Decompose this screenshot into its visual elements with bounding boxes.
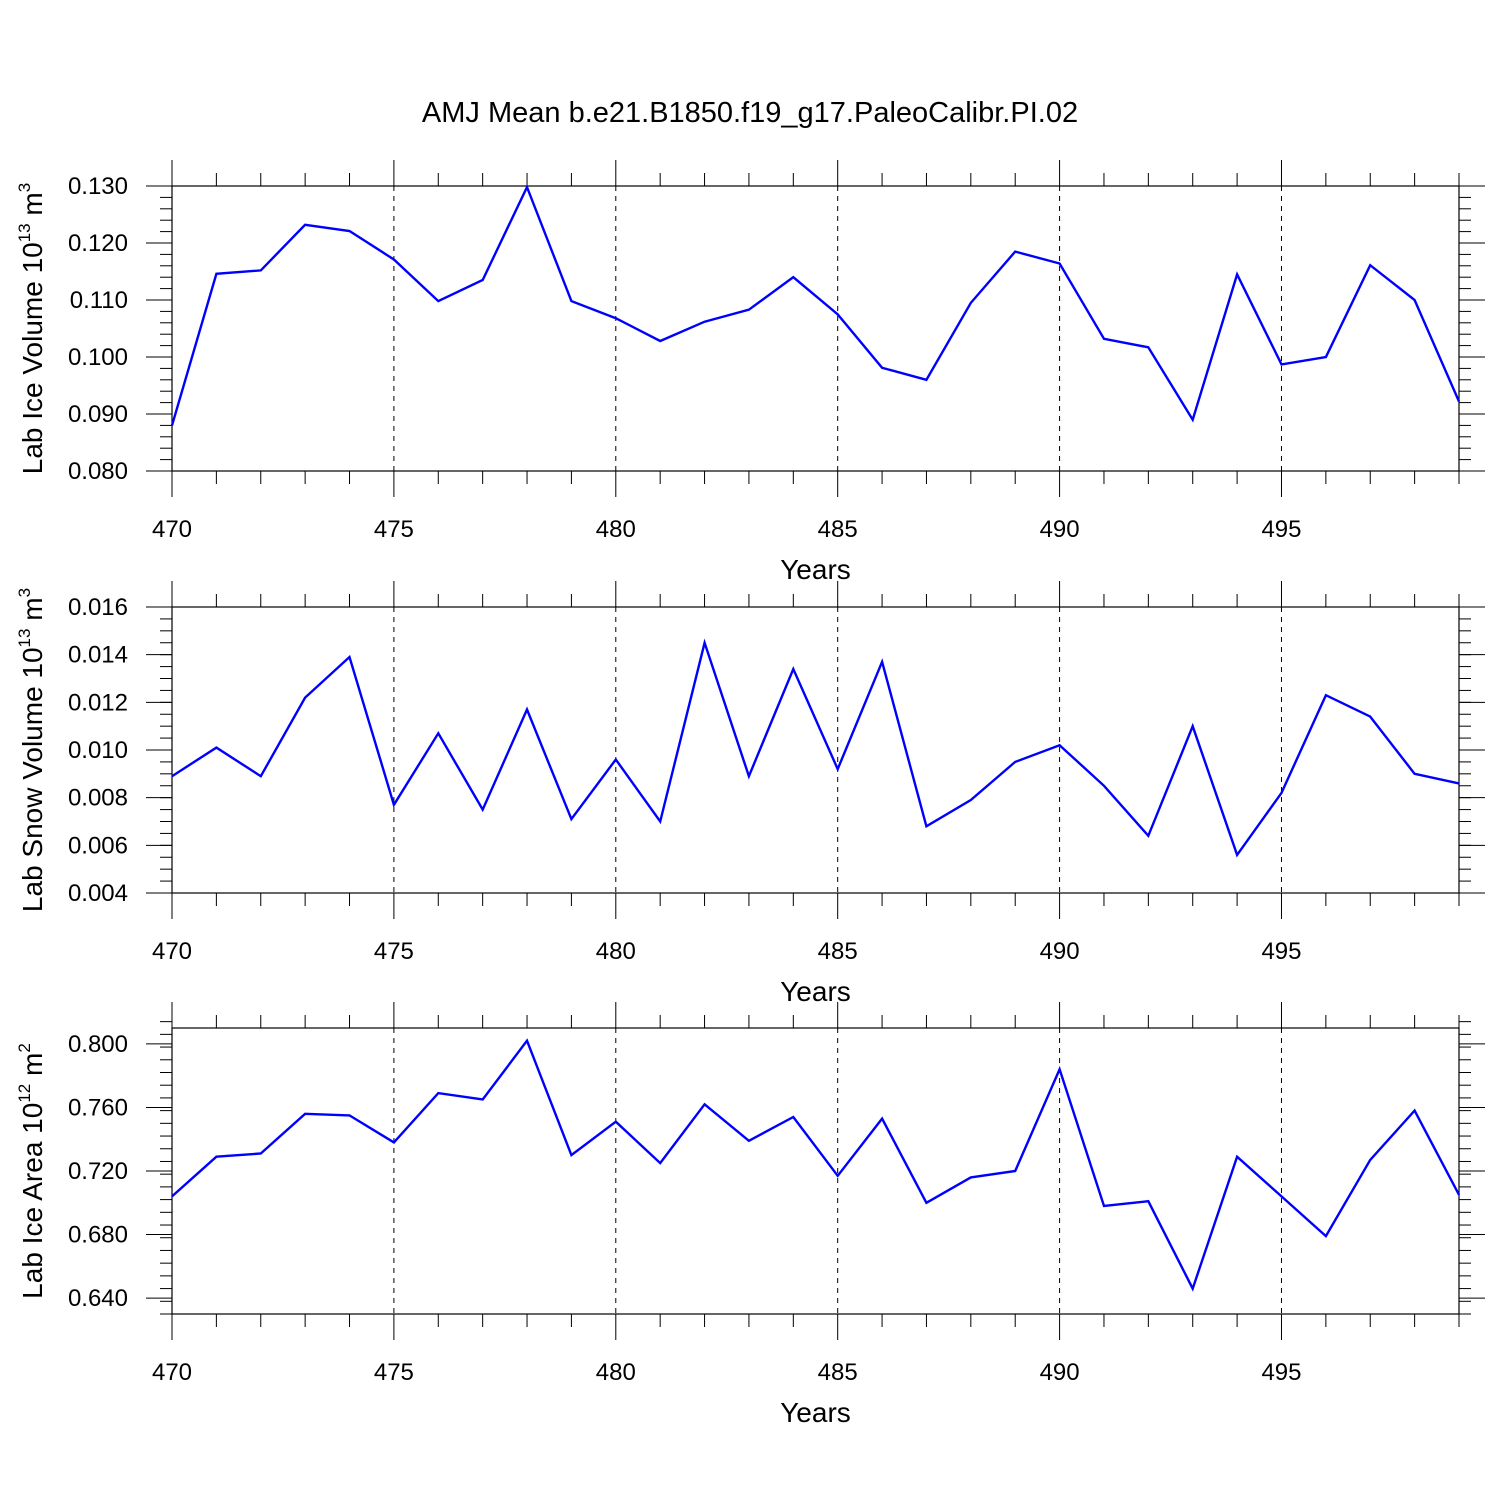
chart-2-frame [171, 1027, 1460, 1315]
chart-0-frame [171, 185, 1460, 472]
chart-1-ytick-label: 0.016 [68, 594, 128, 621]
chart-1-frame [171, 606, 1460, 894]
chart-1-ytick-label: 0.006 [68, 832, 128, 859]
chart-1-ytick-label: 0.010 [68, 737, 128, 764]
chart-1-ytick-label: 0.012 [68, 689, 128, 716]
chart-0-xtick-label: 480 [596, 516, 636, 543]
chart-0-ylabel: Lab Ice Volume 1013 m3 [15, 183, 48, 474]
chart-1-xtick-label: 475 [374, 938, 414, 965]
chart-0-xtick-label: 495 [1261, 516, 1301, 543]
chart-0-xtick-label: 475 [374, 516, 414, 543]
chart-1-xtick-label: 485 [818, 938, 858, 965]
chart-1-xtick-label: 490 [1040, 938, 1080, 965]
chart-2-ytick-label: 0.640 [68, 1285, 128, 1312]
chart-0-series-line [170, 184, 1461, 426]
chart-2-xtick-label: 495 [1261, 1359, 1301, 1386]
chart-1-xtick-label: 470 [152, 938, 192, 965]
panel-lab-ice-area: 0.640 0.680 0.720 0.760 0.800 470 475 480 485 490… [15, 1002, 1485, 1428]
chart-0-ytick-label: 0.130 [68, 173, 128, 200]
chart-0-ytick-label: 0.100 [68, 344, 128, 371]
chart-1-series-line [171, 638, 1460, 858]
chart-2-ytick-label: 0.720 [68, 1158, 128, 1185]
chart-1-ytick-label: 0.014 [68, 642, 128, 669]
chart-0-xtick-label: 470 [152, 516, 192, 543]
chart-2-ytick-label: 0.760 [68, 1094, 128, 1121]
chart-1-ylabel: Lab Snow Volume 1013 m3 [15, 588, 48, 912]
figure-title: AMJ Mean b.e21.B1850.f19_g17.PaleoCalibr… [422, 97, 1078, 129]
chart-0-ytick-label: 0.090 [68, 401, 128, 428]
chart-1-xtick-label: 480 [596, 938, 636, 965]
chart-2-xtick-label: 485 [818, 1359, 858, 1386]
chart-2-ytick-label: 0.800 [68, 1031, 128, 1058]
chart-0-ytick-label: 0.120 [68, 230, 128, 257]
chart-2-xtick-label: 475 [374, 1359, 414, 1386]
chart-1-xlabel: Years [780, 976, 851, 1007]
chart-2-ytick-label: 0.680 [68, 1222, 128, 1249]
chart-1-xtick-label: 495 [1261, 938, 1301, 965]
panel-lab-snow-volume: 0.004 0.006 0.008 0.010 0.012 0.014 0.016 470 47… [15, 581, 1485, 1007]
chart-2-xlabel: Years [780, 1397, 851, 1428]
chart-2-xtick-label: 470 [152, 1359, 192, 1386]
chart-0-xlabel: Years [780, 554, 851, 585]
chart-2-ylabel: Lab Ice Area 1012 m2 [15, 1043, 48, 1299]
chart-2-xtick-label: 490 [1040, 1359, 1080, 1386]
panel-lab-ice-volume: 0.080 0.090 0.100 0.110 0.120 0.130 470 475 480 4… [15, 160, 1485, 585]
chart-0-xtick-label: 485 [818, 516, 858, 543]
chart-0-ytick-label: 0.110 [70, 287, 128, 314]
chart-2-xtick-label: 480 [596, 1359, 636, 1386]
chart-1-ytick-label: 0.008 [68, 785, 128, 812]
chart-1-ytick-label: 0.004 [68, 880, 128, 907]
chart-2-series-line [171, 1038, 1461, 1292]
chart-0-ytick-label: 0.080 [68, 458, 128, 485]
chart-0-xtick-label: 490 [1040, 516, 1080, 543]
